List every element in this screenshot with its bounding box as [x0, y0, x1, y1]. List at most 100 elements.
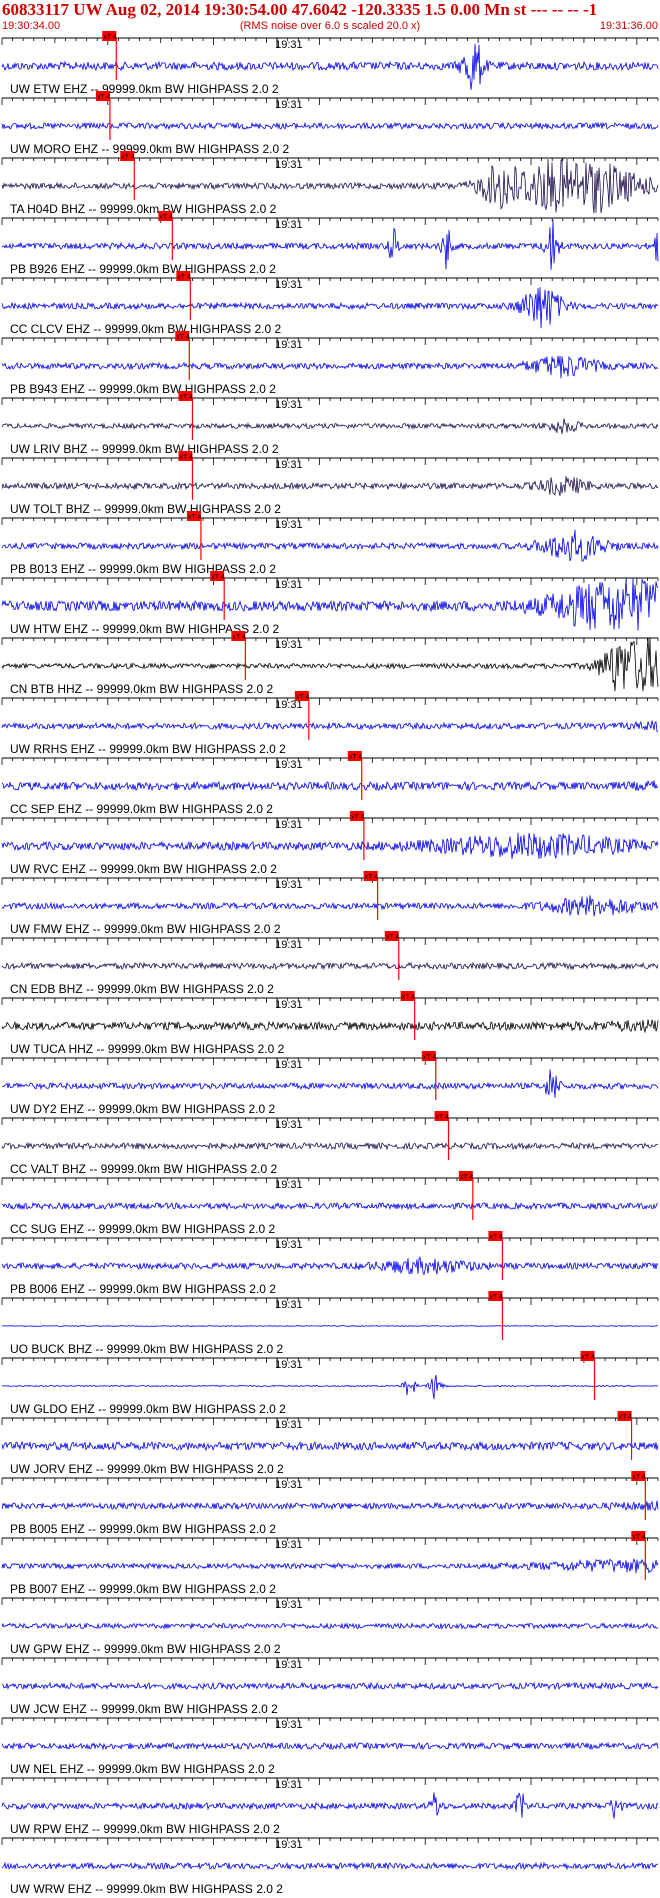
- minute-label: 19:31: [275, 1419, 303, 1431]
- pick-flag: [349, 811, 364, 821]
- waveform: [1, 1256, 659, 1276]
- waveform: [1, 1741, 659, 1751]
- trace-label: UW LRIV BHZ -- 99999.0km BW HIGHPASS 2.0…: [10, 442, 279, 456]
- trace-label: UW ETW EHZ -- 99999.0km BW HIGHPASS 2.0 …: [10, 82, 279, 96]
- waveform: [1, 961, 659, 971]
- pick-flag: [580, 1351, 595, 1361]
- waveform: [1, 287, 659, 329]
- minute-label: 19:31: [275, 1359, 303, 1371]
- pick-label: xT 4: [460, 1174, 474, 1181]
- trace-row: 19:31 xT 4 CN BTB HHZ -- 99999.0km BW HIGH…: [1, 631, 659, 696]
- trace-row: 19:31 xT 4 UW FMW EHZ -- 99999.0km BW HIGH…: [1, 871, 659, 936]
- pick-flag: [210, 571, 225, 581]
- pick-flag: [631, 1471, 646, 1481]
- minute-label: 19:31: [275, 939, 303, 951]
- minute-label: 19:31: [275, 879, 303, 891]
- trace-label: CC CLCV EHZ -- 99999.0km BW HIGHPASS 2.0…: [10, 322, 282, 336]
- pick-flag: [158, 211, 173, 221]
- waveform: [1, 1440, 659, 1452]
- trace-label: UW TOLT BHZ -- 99999.0km BW HIGHPASS 2.0…: [10, 502, 281, 516]
- minute-label: 19:31: [275, 639, 303, 651]
- pick-label: xT 4: [423, 1054, 437, 1061]
- minute-label: 19:31: [275, 459, 303, 471]
- trace-label: PB B013 EHZ -- 99999.0km BW HIGHPASS 2.0…: [10, 562, 276, 576]
- waveform: [1, 418, 659, 435]
- minute-label: 19:31: [275, 1539, 303, 1551]
- pick-flag: [178, 451, 193, 461]
- minute-label: 19:31: [275, 219, 303, 231]
- pick-flag: [231, 631, 246, 641]
- trace-label: CC SEP EHZ -- 99999.0km BW HIGHPASS 2.0 …: [10, 802, 273, 816]
- trace-row: 19:31 xT 4 PB B005 EHZ -- 99999.0km BW HIG…: [1, 1471, 659, 1536]
- pick-label: xT 4: [97, 94, 111, 101]
- pick-label: xT 4: [349, 754, 363, 761]
- waveform: [1, 577, 659, 631]
- minute-label: 19:31: [275, 339, 303, 351]
- pick-label: xT 4: [232, 634, 246, 641]
- trace-row: 19:31 xT 4 UW RVC EHZ -- 99999.0km BW HIGH…: [1, 811, 659, 876]
- pick-label: xT 4: [632, 1474, 646, 1481]
- waveform: [1, 529, 659, 562]
- pick-flag: [421, 1051, 436, 1061]
- pick-flag: [384, 931, 399, 941]
- trace-row: 19:31 xT 4 CC VALT BHZ -- 99999.0km BW HIG…: [1, 1111, 659, 1176]
- pick-flag: [95, 91, 110, 101]
- pick-label: xT 4: [436, 1114, 450, 1121]
- pick-label: xT 4: [351, 814, 365, 821]
- waveform: [1, 1141, 659, 1151]
- pick-label: xT 4: [296, 694, 310, 701]
- minute-label: 19:31: [275, 39, 303, 51]
- minute-label: 19:31: [275, 1059, 303, 1071]
- minute-label: 19:31: [275, 999, 303, 1011]
- waveform: [1, 1325, 659, 1327]
- trace-row: 19:31 xT 4 PB B006 EHZ -- 99999.0km BW HIG…: [1, 1231, 659, 1296]
- trace-label: UW GPW EHZ -- 99999.0km BW HIGHPASS 2.0 …: [10, 1642, 281, 1656]
- minute-label: 19:31: [275, 1299, 303, 1311]
- pick-flag: [488, 1291, 503, 1301]
- trace-row: 19:31 xT 4 UO BUCK BHZ -- 99999.0km BW HIG…: [1, 1291, 659, 1356]
- pick-label: xT 4: [179, 454, 193, 461]
- minute-label: 19:31: [275, 699, 303, 711]
- trace-row: 19:31 xT 4 CC SUG EHZ -- 99999.0km BW HIGH…: [1, 1171, 659, 1236]
- pick-label: xT 4: [211, 574, 225, 581]
- pick-flag: [458, 1171, 473, 1181]
- minute-label: 19:31: [275, 1119, 303, 1131]
- minute-label: 19:31: [275, 1719, 303, 1731]
- waveform: [1, 1557, 659, 1574]
- pick-flag: [294, 691, 309, 701]
- minute-label: 19:31: [275, 1779, 303, 1791]
- pick-flag: [400, 991, 415, 1001]
- pick-flag: [631, 1531, 646, 1541]
- pick-label: xT 4: [365, 874, 379, 881]
- pick-flag: [617, 1411, 632, 1421]
- trace-row: 19:31 xT 4 UW GLDO EHZ -- 99999.0km BW HIG…: [1, 1351, 659, 1416]
- start-time: 19:30:34.00: [2, 20, 61, 32]
- minute-label: 19:31: [275, 1599, 303, 1611]
- trace-row: 19:31 xT 4 UW LRIV BHZ -- 99999.0km BW HIG…: [1, 391, 659, 456]
- pick-label: xT 4: [177, 274, 191, 281]
- trace-label: CN BTB HHZ -- 99999.0km BW HIGHPASS 2.0 …: [10, 682, 274, 696]
- waveform: [1, 158, 659, 214]
- pick-label: xT 4: [489, 1294, 503, 1301]
- trace-row: 19:31 UW RPW EHZ -- 99999.0km BW HIGHPASS…: [1, 1777, 659, 1836]
- trace-label: UW RRHS EHZ -- 99999.0km BW HIGHPASS 2.0…: [10, 742, 286, 756]
- trace-label: UW JCW EHZ -- 99999.0km BW HIGHPASS 2.0 …: [10, 1702, 278, 1716]
- waveform: [1, 1861, 659, 1871]
- pick-flag: [175, 331, 190, 341]
- trace-row: 19:31 xT 4 UW JORV EHZ -- 99999.0km BW HIG…: [1, 1411, 659, 1476]
- pick-flag: [186, 511, 201, 521]
- minute-label: 19:31: [275, 99, 303, 111]
- trace-row: 19:31 xT 4 UW ETW EHZ -- 99999.0km BW HIGH…: [1, 31, 659, 96]
- trace-row: 19:31 xT 4 PB B943 EHZ -- 99999.0km BW HIG…: [1, 331, 659, 396]
- noise-note: (RMS noise over 6.0 s scaled 20.0 x): [239, 20, 421, 32]
- event-title: 60833117 UW Aug 02, 2014 19:30:54.00 47.…: [2, 0, 598, 19]
- waveform: [1, 476, 659, 497]
- waveform: [1, 638, 659, 692]
- trace-label: PB B005 EHZ -- 99999.0km BW HIGHPASS 2.0…: [10, 1522, 276, 1536]
- minute-label: 19:31: [275, 1839, 303, 1851]
- trace-row: 19:31 xT 4 PB B926 EHZ -- 99999.0km BW HIG…: [1, 211, 659, 276]
- pick-label: xT 4: [159, 214, 173, 221]
- trace-label: UO BUCK BHZ -- 99999.0km BW HIGHPASS 2.0…: [10, 1342, 284, 1356]
- pick-label: xT 4: [402, 994, 416, 1001]
- waveform: [1, 43, 659, 90]
